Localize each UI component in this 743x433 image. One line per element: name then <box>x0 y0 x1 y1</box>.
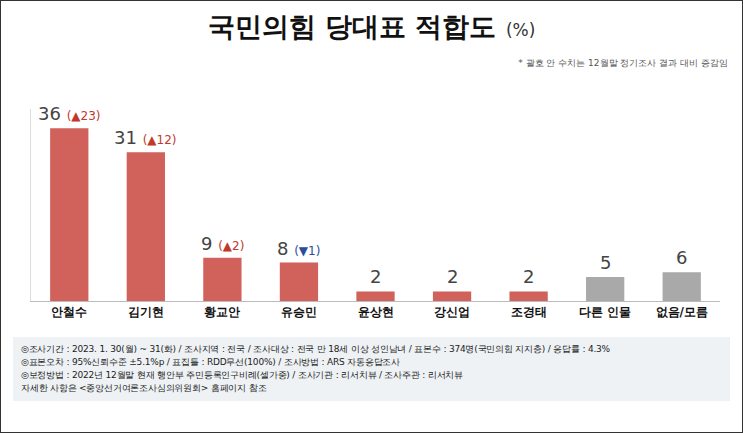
svg-text:강신업: 강신업 <box>434 305 470 319</box>
svg-text:유승민: 유승민 <box>281 305 317 319</box>
svg-text:8 (▼1): 8 (▼1) <box>277 238 320 259</box>
svg-text:31 (▲12): 31 (▲12) <box>114 127 177 148</box>
html-text:국민의힘 당대표 적합도(%): 국민의힘 당대표 적합도(%) <box>207 11 536 42</box>
svg-text:없음/모름: 없음/모름 <box>656 305 708 319</box>
svg-text:조경태: 조경태 <box>511 305 547 319</box>
svg-text:2: 2 <box>523 266 534 287</box>
svg-text:2: 2 <box>447 266 458 287</box>
html-text:◎조사기간 : 2023. 1. 30(월) ~ 31(화): ◎조사기간 : 2023. 1. 30(월) ~ 31(화) / 조사지역 : … <box>21 344 610 354</box>
html-text:* 괄호 안 수치는 12월말 정기조사 결과 대비 증감임: * 괄호 안 수치는 12월말 정기조사 결과 대비 증감임 <box>518 58 728 68</box>
svg-text:안철수: 안철수 <box>51 305 87 319</box>
html-text:◎표본오차 : 95%신뢰수준 ±5.1%p / 표집틀 :: ◎표본오차 : 95%신뢰수준 ±5.1%p / 표집틀 : RDD무선(100… <box>21 357 401 367</box>
svg-text:6: 6 <box>676 247 687 268</box>
svg-text:2: 2 <box>370 266 381 287</box>
html-text:자세한 사항은 <중앙선거여론조사심의위원회> 홈페이지 참: 자세한 사항은 <중앙선거여론조사심의위원회> 홈페이지 참조 <box>21 383 267 393</box>
svg-text:36 (▲23): 36 (▲23) <box>38 103 101 124</box>
html-text:◎보정방법 : 2022년 12월말 현재 행안부 주민등록: ◎보정방법 : 2022년 12월말 현재 행안부 주민등록인구비례(셀가중) … <box>21 370 463 380</box>
svg-text:김기현: 김기현 <box>128 305 164 319</box>
svg-text:다른 인물: 다른 인물 <box>579 305 631 319</box>
svg-text:9 (▲2): 9 (▲2) <box>201 233 244 254</box>
svg-text:5: 5 <box>600 252 611 273</box>
svg-text:윤상현: 윤상현 <box>358 305 394 319</box>
svg-text:황교안: 황교안 <box>204 305 240 319</box>
